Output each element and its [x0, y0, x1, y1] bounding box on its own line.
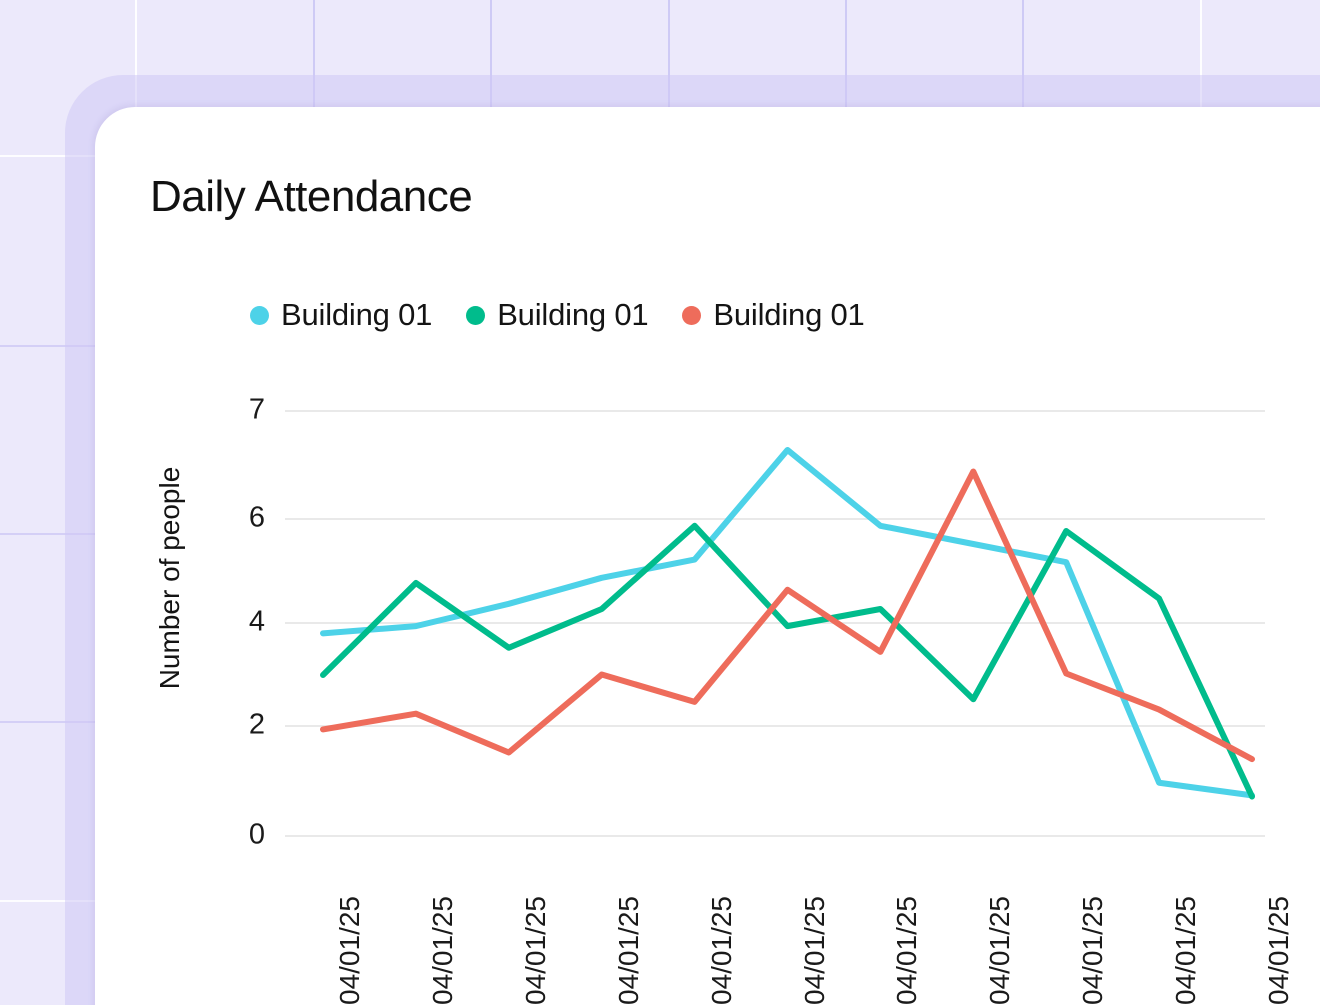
x-axis-tick-label: 04/01/25: [891, 896, 923, 1005]
x-axis-tick-label: 04/01/25: [1170, 896, 1202, 1005]
y-axis-tick-label: 6: [248, 501, 265, 534]
gridline: [285, 835, 1265, 837]
y-axis-tick-label: 0: [248, 818, 265, 851]
legend-dot-icon: [466, 305, 486, 325]
page-title: Daily Attendance: [150, 172, 473, 221]
gridline: [285, 410, 1265, 412]
x-axis-tick-label: 04/01/25: [334, 896, 365, 1005]
x-axis-tick-label: 04/01/25: [612, 896, 644, 1005]
x-axis-tick-label: 04/01/25: [705, 896, 737, 1005]
legend-label: Building 01: [497, 297, 649, 332]
x-axis-tick-label: 04/01/25: [798, 896, 830, 1005]
legend-label: Building 01: [713, 297, 865, 332]
gridline: [285, 518, 1265, 520]
y-axis-title: Number of people: [154, 466, 185, 690]
y-axis-tick-label: 4: [248, 605, 265, 638]
gridline: [285, 622, 1265, 624]
plot-area: Number of people 7 6 4 2 0 04/01/25 04/01/25 0…: [95, 107, 1320, 1005]
x-axis-tick-label: 04/01/25: [426, 896, 458, 1005]
gridline: [285, 725, 1265, 727]
y-axis-tick-label: 2: [248, 708, 265, 741]
chart-legend: Building 01 Building 01 Building 01: [250, 297, 865, 333]
legend-dot-icon: [250, 305, 269, 325]
y-axis-ticks: 7 6 4 2 0: [205, 107, 265, 1005]
series-line-3: [320, 468, 1255, 763]
x-axis-tick-label: 04/01/25: [1263, 896, 1294, 1005]
y-axis-tick-label: 7: [248, 393, 265, 426]
series-lines: [320, 446, 1255, 800]
legend-item-series-3[interactable]: Building 01: [682, 297, 865, 333]
x-axis-tick-label: 04/01/25: [519, 896, 551, 1005]
x-axis-tick-label: 04/01/25: [1077, 896, 1109, 1005]
chart-card: Daily Attendance Building 01 Building 01…: [95, 107, 1320, 1005]
legend-dot-icon: [682, 305, 702, 325]
series-line-2: [320, 522, 1255, 800]
legend-item-series-2[interactable]: Building 01: [466, 297, 649, 333]
x-axis-tick-label: 04/01/25: [984, 896, 1016, 1005]
legend-label: Building 01: [281, 297, 433, 332]
legend-item-series-1[interactable]: Building 01: [250, 297, 432, 333]
